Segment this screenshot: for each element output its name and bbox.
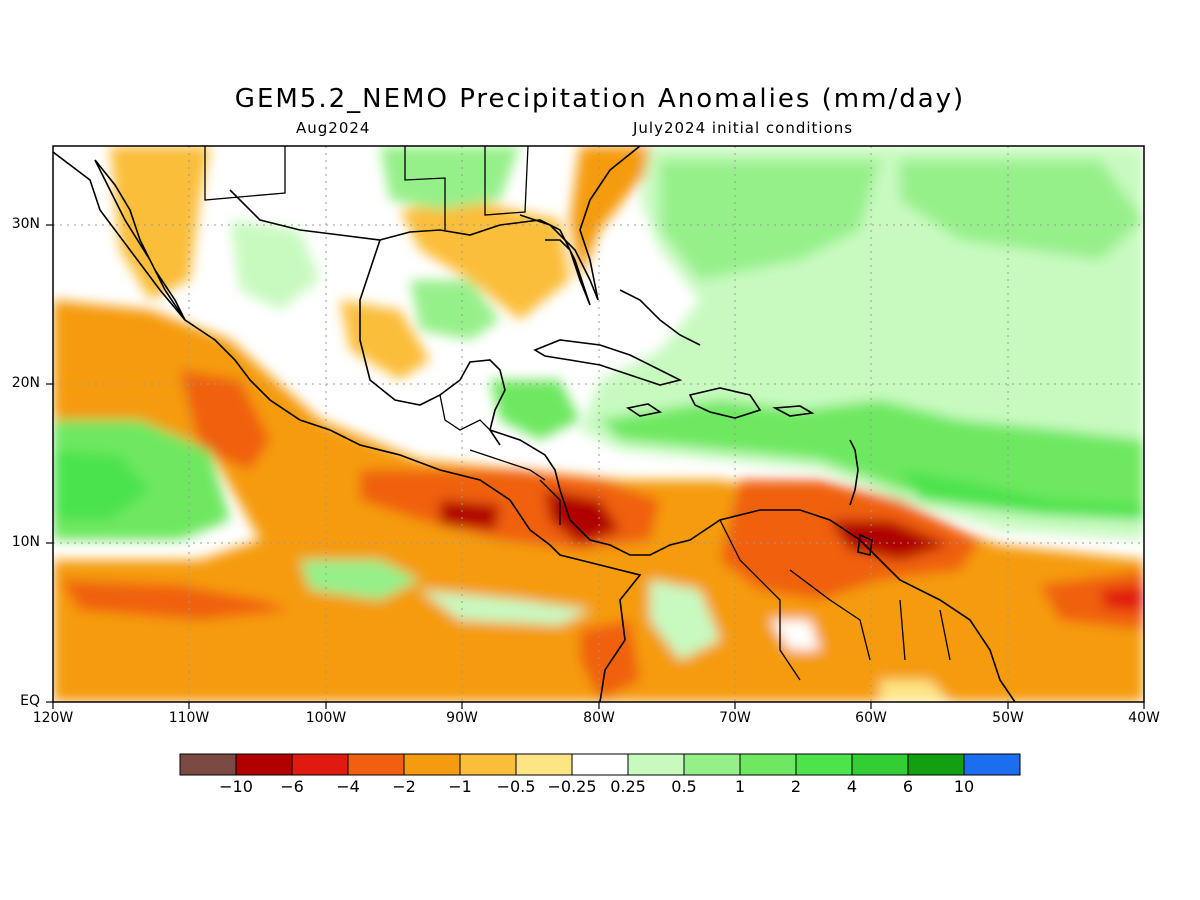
anomaly-region (830, 520, 950, 560)
colorbar-swatch (627, 753, 685, 776)
lat-label-20n: 20N (11, 375, 40, 391)
colorbar-swatch (851, 753, 909, 776)
colorbar-swatch (571, 753, 629, 776)
anomaly-region (1040, 570, 1144, 630)
colorbar-label: −1 (448, 777, 472, 796)
colorbar-label: −6 (280, 777, 304, 796)
colorbar-label: −0.25 (547, 777, 597, 796)
colorbar-swatch (347, 753, 405, 776)
colorbar-label: 0.5 (671, 777, 697, 796)
axis-ticks (46, 224, 1145, 709)
colorbar-label: 2 (790, 777, 802, 796)
anomaly-region (770, 620, 820, 650)
anomaly-region (490, 380, 580, 440)
colorbar-swatch (403, 753, 461, 776)
colorbar-swatch (179, 753, 237, 776)
anomaly-region (440, 500, 500, 530)
lon-label-110w: 110W (168, 710, 210, 726)
anomaly-region (650, 580, 720, 660)
colorbar-label: −0.5 (496, 777, 536, 796)
colorbar-swatch (963, 753, 1021, 776)
colorbar-swatch (683, 753, 741, 776)
colorbar-label: 1 (734, 777, 746, 796)
colorbar-label: −4 (336, 777, 360, 796)
anomaly-region (900, 160, 1144, 260)
anomaly-region (410, 280, 500, 340)
lon-label-100w: 100W (305, 710, 347, 726)
lat-label-10n: 10N (11, 534, 40, 550)
anomaly-region (880, 680, 950, 702)
anomaly-field (53, 146, 1144, 702)
colorbar-label: −10 (219, 777, 253, 796)
colorbar-swatch (739, 753, 797, 776)
colorbar-label: 10 (953, 777, 975, 796)
lon-label-60w: 60W (855, 710, 887, 726)
coastlines (53, 146, 1016, 702)
colorbar-swatch (907, 753, 965, 776)
lon-label-80w: 80W (583, 710, 615, 726)
anomaly-region (1100, 585, 1144, 612)
colorbar-swatch (235, 753, 293, 776)
anomaly-region (900, 470, 1144, 520)
graticule (53, 146, 1144, 702)
map-title: GEM5.2_NEMO Precipitation Anomalies (mm/… (234, 84, 966, 114)
colorbar-swatch (795, 753, 853, 776)
anomaly-region (340, 300, 430, 380)
anomaly-region (570, 146, 720, 280)
lon-label-90w: 90W (446, 710, 478, 726)
colorbar (179, 753, 1021, 776)
lat-label-eq: EQ (20, 693, 40, 709)
anomaly-region (660, 160, 880, 280)
anomaly-region (230, 220, 320, 310)
colorbar-label: 4 (846, 777, 858, 796)
anomaly-region (110, 146, 210, 300)
borders (204, 146, 951, 681)
lon-label-70w: 70W (719, 710, 751, 726)
colorbar-swatch (291, 753, 349, 776)
anomaly-region (300, 560, 420, 600)
lat-label-30n: 30N (11, 216, 40, 232)
initial-conditions: July2024 initial conditions (633, 119, 854, 137)
forecast-month: Aug2024 (296, 119, 371, 137)
anomaly-region (60, 580, 290, 620)
colorbar-swatch (515, 753, 573, 776)
anomaly-region (180, 370, 270, 470)
lon-label-50w: 50W (992, 710, 1024, 726)
colorbar-label: 6 (902, 777, 914, 796)
lon-label-40w: 40W (1128, 710, 1160, 726)
anomaly-region (53, 450, 150, 520)
colorbar-swatch (459, 753, 517, 776)
colorbar-label: 0.25 (610, 777, 646, 796)
colorbar-label: −2 (392, 777, 416, 796)
lon-label-120w: 120W (32, 710, 74, 726)
